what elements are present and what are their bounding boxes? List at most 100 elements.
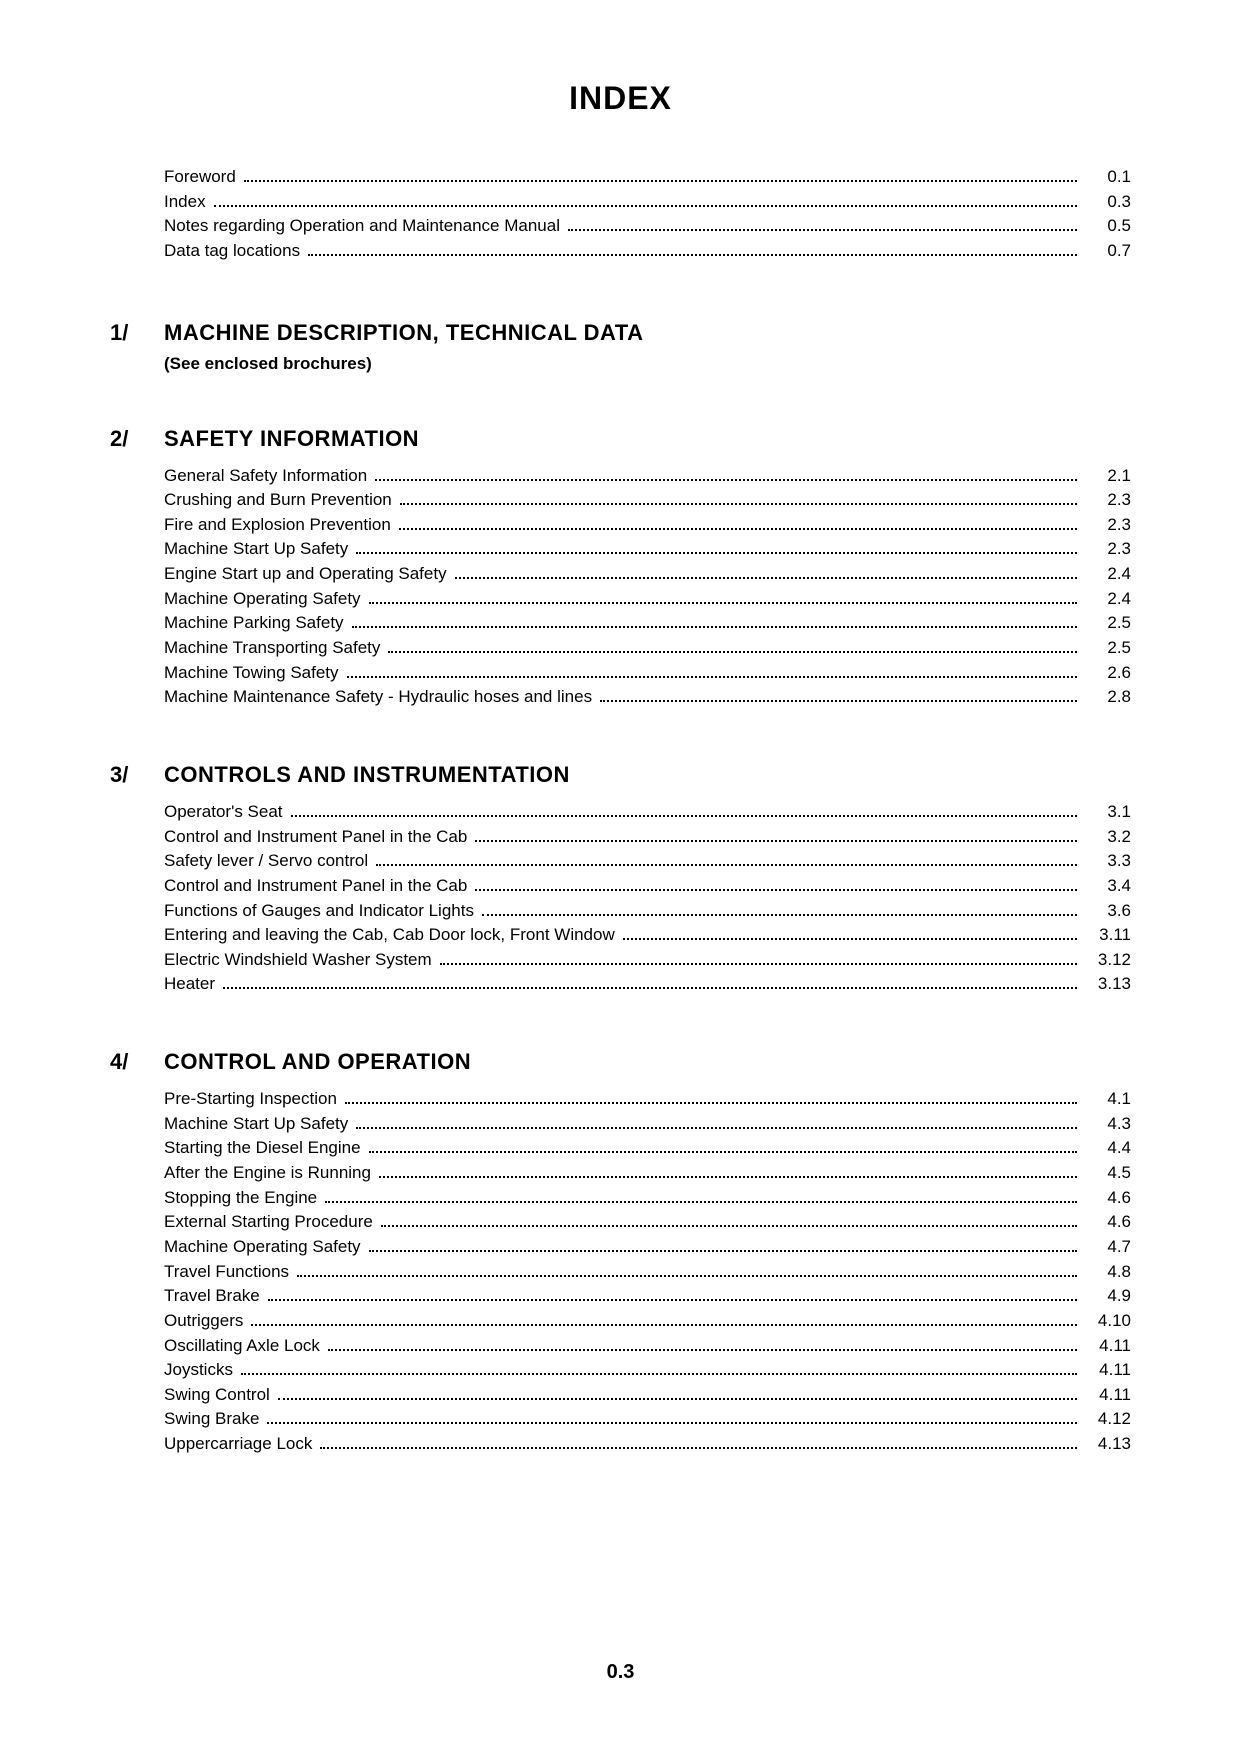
toc-label: Crushing and Burn Prevention [164, 488, 392, 513]
toc-page: 4.11 [1083, 1358, 1131, 1383]
toc-row: Uppercarriage Lock4.13 [164, 1432, 1131, 1457]
toc-label: Safety lever / Servo control [164, 849, 368, 874]
toc-page: 2.4 [1083, 587, 1131, 612]
toc-row: Machine Start Up Safety2.3 [164, 537, 1131, 562]
toc-leader-dots [328, 1349, 1077, 1351]
toc-row: Outriggers 4.10 [164, 1309, 1131, 1334]
toc-label: Operator's Seat [164, 800, 283, 825]
toc-leader-dots [623, 938, 1077, 940]
toc-page: 4.6 [1083, 1186, 1131, 1211]
toc-leader-dots [251, 1324, 1077, 1326]
section-entries: Operator's Seat 3.1Control and Instrument… [164, 800, 1131, 997]
toc-row: Starting the Diesel Engine 4.4 [164, 1136, 1131, 1161]
toc-leader-dots [352, 626, 1077, 628]
toc-row: Swing Brake4.12 [164, 1407, 1131, 1432]
toc-row: Joysticks4.11 [164, 1358, 1131, 1383]
toc-leader-dots [399, 528, 1077, 530]
toc-row: Machine Operating Safety4.7 [164, 1235, 1131, 1260]
section-number: 3/ [110, 762, 164, 788]
toc-leader-dots [345, 1102, 1077, 1104]
toc-label: After the Engine is Running [164, 1161, 371, 1186]
toc-page: 2.5 [1083, 611, 1131, 636]
toc-label: Machine Parking Safety [164, 611, 344, 636]
toc-page: 2.6 [1083, 661, 1131, 686]
section-title: CONTROLS AND INSTRUMENTATION [164, 762, 570, 788]
toc-leader-dots [241, 1373, 1077, 1375]
toc-page: 4.10 [1083, 1309, 1131, 1334]
toc-page: 2.5 [1083, 636, 1131, 661]
toc-leader-dots [291, 815, 1077, 817]
toc-leader-dots [388, 651, 1077, 653]
toc-page: 4.11 [1083, 1383, 1131, 1408]
toc-leader-dots [223, 987, 1077, 989]
toc-page: 0.1 [1083, 165, 1131, 190]
toc-label: External Starting Procedure [164, 1210, 373, 1235]
toc-label: Fire and Explosion Prevention [164, 513, 391, 538]
toc-label: Machine Towing Safety [164, 661, 339, 686]
toc-section: 1/MACHINE DESCRIPTION, TECHNICAL DATA(Se… [110, 320, 1131, 374]
toc-page: 0.3 [1083, 190, 1131, 215]
toc-leader-dots [297, 1275, 1077, 1277]
toc-row: Control and Instrument Panel in the Cab3… [164, 825, 1131, 850]
toc-page: 3.13 [1083, 972, 1131, 997]
toc-label: Outriggers [164, 1309, 243, 1334]
toc-leader-dots [278, 1398, 1077, 1400]
toc-row: Entering and leaving the Cab, Cab Door l… [164, 923, 1131, 948]
toc-page: 3.2 [1083, 825, 1131, 850]
section-number: 4/ [110, 1049, 164, 1075]
toc-page: 2.4 [1083, 562, 1131, 587]
toc-row: Oscillating Axle Lock4.11 [164, 1334, 1131, 1359]
toc-leader-dots [475, 889, 1077, 891]
toc-leader-dots [214, 205, 1077, 207]
toc-page: 4.13 [1083, 1432, 1131, 1457]
toc-page: 4.9 [1083, 1284, 1131, 1309]
toc-row: Foreword 0.1 [164, 165, 1131, 190]
toc-label: Starting the Diesel Engine [164, 1136, 361, 1161]
toc-row: Operator's Seat 3.1 [164, 800, 1131, 825]
section-number: 2/ [110, 426, 164, 452]
toc-label: Engine Start up and Operating Safety [164, 562, 447, 587]
toc-leader-dots [375, 479, 1077, 481]
toc-row: Electric Windshield Washer System3.12 [164, 948, 1131, 973]
toc-label: Pre-Starting Inspection [164, 1087, 337, 1112]
toc-row: Data tag locations 0.7 [164, 239, 1131, 264]
toc-leader-dots [568, 229, 1077, 231]
toc-label: Foreword [164, 165, 236, 190]
toc-leader-dots [356, 552, 1077, 554]
toc-leader-dots [369, 602, 1077, 604]
toc-section: 4/CONTROL AND OPERATIONPre-Starting Insp… [110, 1049, 1131, 1457]
toc-row: Functions of Gauges and Indicator Lights… [164, 899, 1131, 924]
toc-page: 4.5 [1083, 1161, 1131, 1186]
toc-label: Swing Control [164, 1383, 270, 1408]
toc-label: Entering and leaving the Cab, Cab Door l… [164, 923, 615, 948]
section-entries: General Safety Information 2.1 Crushing an… [164, 464, 1131, 710]
section-title: SAFETY INFORMATION [164, 426, 419, 452]
toc-label: Data tag locations [164, 239, 300, 264]
toc-label: Machine Maintenance Safety - Hydraulic h… [164, 685, 592, 710]
toc-row: Notes regarding Operation and Maintenanc… [164, 214, 1131, 239]
toc-page: 4.11 [1083, 1334, 1131, 1359]
toc-row: Stopping the Engine4.6 [164, 1186, 1131, 1211]
toc-row: Index 0.3 [164, 190, 1131, 215]
toc-row: General Safety Information 2.1 [164, 464, 1131, 489]
toc-label: Index [164, 190, 206, 215]
toc-page: 3.1 [1083, 800, 1131, 825]
toc-label: Travel Brake [164, 1284, 260, 1309]
toc-row: Machine Start Up Safety4.3 [164, 1112, 1131, 1137]
toc-page: 0.7 [1083, 239, 1131, 264]
toc-leader-dots [482, 914, 1077, 916]
section-entries: Pre-Starting Inspection4.1Machine Start … [164, 1087, 1131, 1457]
toc-section: 3/CONTROLS AND INSTRUMENTATION Operator's… [110, 762, 1131, 997]
toc-page: 2.1 [1083, 464, 1131, 489]
toc-row: Engine Start up and Operating Safety 2.4 [164, 562, 1131, 587]
toc-leader-dots [440, 963, 1077, 965]
toc-page: 4.4 [1083, 1136, 1131, 1161]
toc-page: 2.8 [1083, 685, 1131, 710]
toc-row: Pre-Starting Inspection4.1 [164, 1087, 1131, 1112]
toc-page: 3.11 [1083, 923, 1131, 948]
toc-leader-dots [369, 1250, 1077, 1252]
toc-label: General Safety Information [164, 464, 367, 489]
toc-leader-dots [347, 676, 1077, 678]
toc-page: 3.4 [1083, 874, 1131, 899]
toc-page: 3.12 [1083, 948, 1131, 973]
